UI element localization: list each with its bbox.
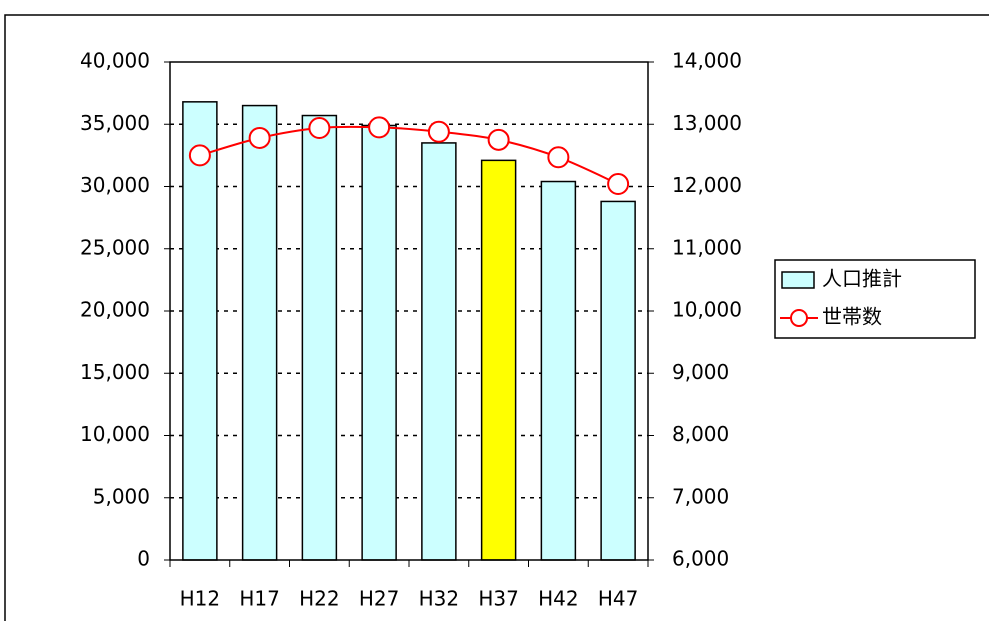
plot-border xyxy=(169,61,649,561)
line-marker xyxy=(248,126,271,149)
line-marker xyxy=(427,120,450,143)
x-tick-label: H47 xyxy=(598,587,639,611)
x-tick-label: H22 xyxy=(299,587,340,611)
y-tick-label: 0 xyxy=(137,547,150,571)
x-tick-label: H37 xyxy=(478,587,519,611)
y2-tick-label: 9,000 xyxy=(672,360,729,384)
legend-label: 人口推計 xyxy=(822,267,902,291)
line-marker xyxy=(487,128,510,151)
y-tick-label: 20,000 xyxy=(80,298,150,322)
y-tick-label: 25,000 xyxy=(80,235,150,259)
bar xyxy=(301,114,338,561)
y-tick-label: 40,000 xyxy=(80,49,150,73)
y2-tick-label: 6,000 xyxy=(672,547,729,571)
legend-marker xyxy=(790,309,808,327)
y2-tick-label: 11,000 xyxy=(672,235,742,259)
bar xyxy=(361,124,397,561)
x-tick-label: H27 xyxy=(359,587,400,611)
x-tick-label: H17 xyxy=(239,587,280,611)
line-marker xyxy=(188,144,211,167)
line-marker xyxy=(607,173,630,196)
bar xyxy=(600,200,636,561)
bar xyxy=(480,159,517,561)
x-tick-label: H42 xyxy=(538,587,579,611)
y2-tick-label: 12,000 xyxy=(672,173,742,197)
y2-tick-label: 13,000 xyxy=(672,111,742,135)
x-tick-label: H32 xyxy=(419,587,460,611)
bar xyxy=(182,101,218,561)
y2-tick-label: 10,000 xyxy=(672,298,742,322)
line-marker xyxy=(368,116,391,139)
bar xyxy=(421,142,457,561)
y-tick-label: 15,000 xyxy=(80,360,150,384)
legend-swatch xyxy=(781,271,815,289)
line-marker xyxy=(547,146,570,169)
y-tick-label: 10,000 xyxy=(80,422,150,446)
line-marker xyxy=(308,116,331,139)
x-tick-label: H12 xyxy=(180,587,221,611)
bar xyxy=(241,104,278,561)
bar xyxy=(540,180,577,561)
legend-label: 世帯数 xyxy=(822,305,882,329)
y-tick-label: 5,000 xyxy=(93,484,150,508)
y-tick-label: 30,000 xyxy=(80,173,150,197)
y-tick-label: 35,000 xyxy=(80,111,150,135)
y2-tick-label: 8,000 xyxy=(672,422,729,446)
y2-tick-label: 14,000 xyxy=(672,49,742,73)
y2-tick-label: 7,000 xyxy=(672,484,729,508)
